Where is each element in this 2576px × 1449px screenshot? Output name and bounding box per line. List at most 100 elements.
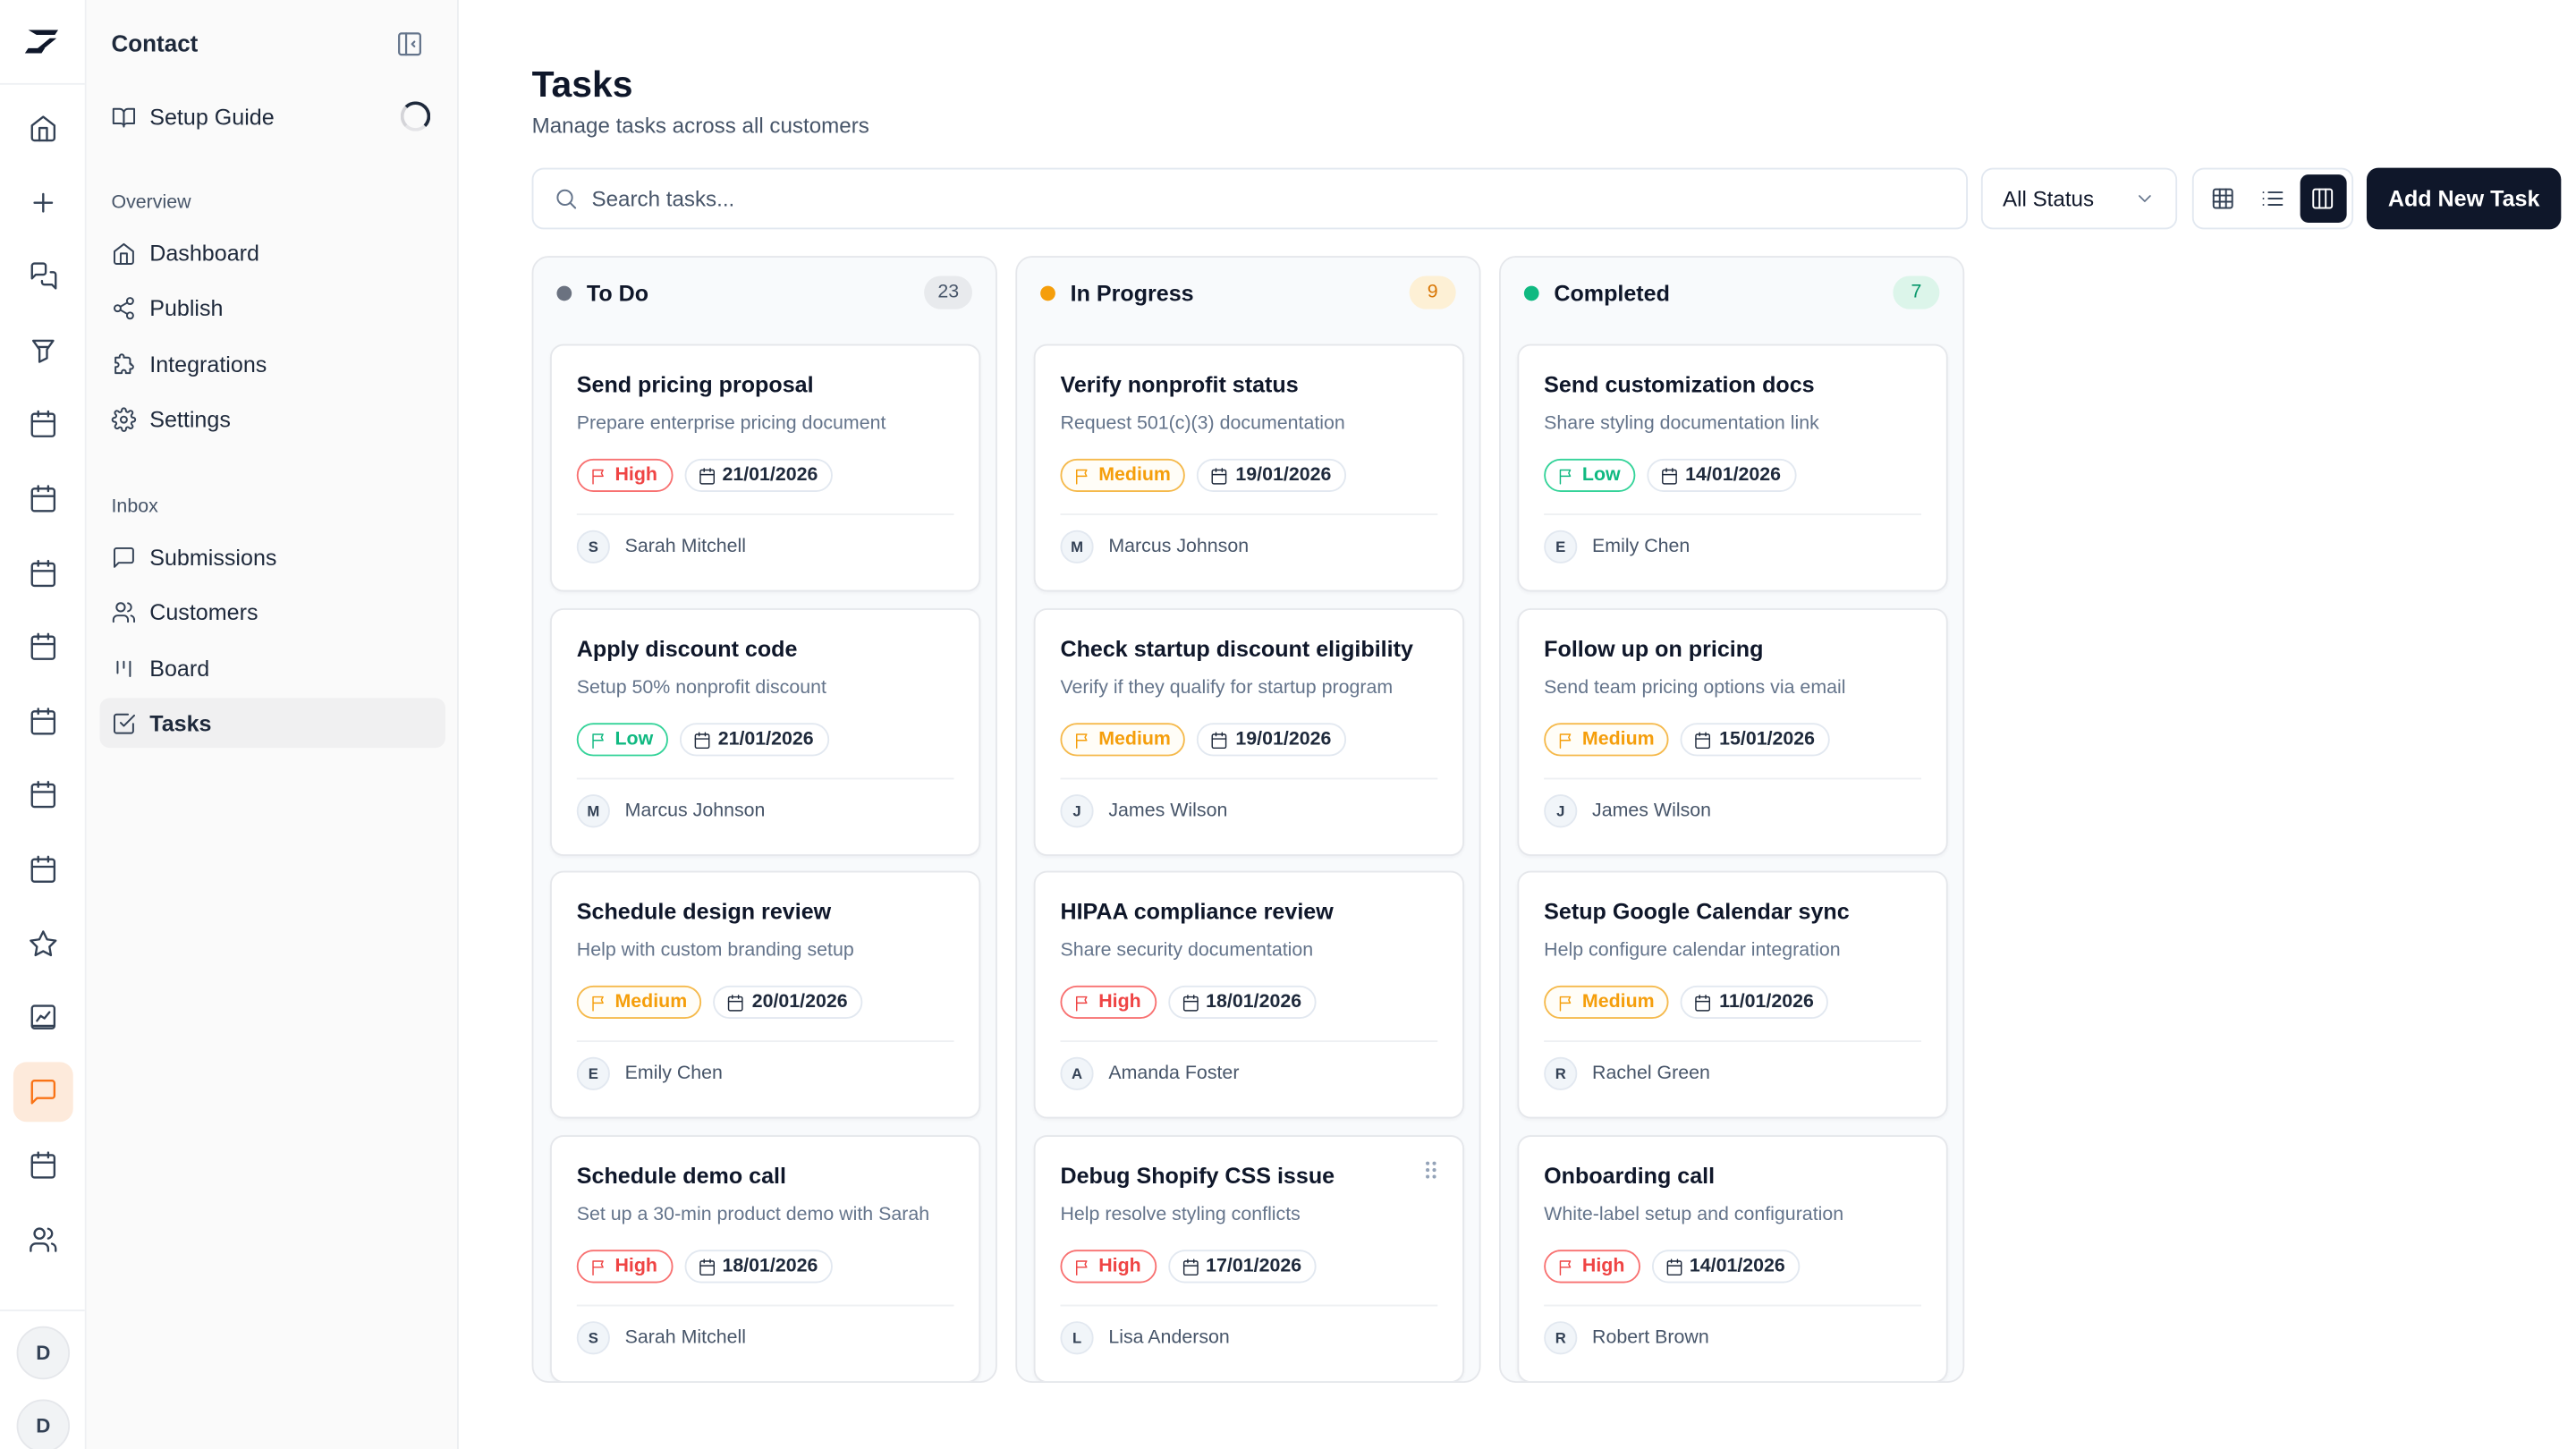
search-input[interactable] (591, 186, 1967, 211)
drag-handle-icon[interactable] (1423, 1160, 1440, 1180)
add-new-task-button[interactable]: Add New Task (2366, 167, 2562, 230)
page-subtitle: Manage tasks across all customers (531, 113, 869, 139)
task-description: Help configure calendar integration (1544, 940, 1841, 961)
rail-button-calendar[interactable] (13, 543, 73, 603)
card-divider (576, 1040, 954, 1043)
task-card[interactable]: Check startup discount eligibility Verify… (1033, 608, 1464, 856)
rail-divider (0, 1309, 85, 1312)
priority-badge: Low (1544, 458, 1636, 492)
calendar-icon (699, 467, 715, 484)
sidebar-item-tasks[interactable]: Tasks (99, 698, 445, 749)
task-title: Onboarding call (1544, 1163, 1716, 1189)
sidebar-item-customers[interactable]: Customers (99, 587, 445, 637)
users-icon (112, 601, 136, 623)
rail-button-calendar[interactable] (13, 839, 73, 899)
brand-logo-icon[interactable] (23, 23, 64, 60)
messages-icon (30, 262, 57, 290)
user-avatar[interactable]: D (16, 1326, 71, 1380)
assignee-avatar: R (1544, 1321, 1578, 1355)
task-card[interactable]: Send customization docs Share styling doc… (1517, 343, 1948, 592)
rail-button-calendar[interactable] (13, 617, 73, 677)
column-header: In Progress 9 (1017, 258, 1479, 327)
due-date-badge: 21/01/2026 (683, 458, 834, 492)
task-card[interactable]: Schedule demo call Set up a 30-min produc… (550, 1135, 981, 1382)
task-card[interactable]: Debug Shopify CSS issue Help resolve styl… (1033, 1135, 1464, 1382)
task-title: HIPAA compliance review (1060, 899, 1334, 925)
sidebar-item-dashboard[interactable]: Dashboard (99, 228, 445, 278)
priority-label: High (1581, 1256, 1625, 1277)
task-title: Debug Shopify CSS issue (1060, 1163, 1335, 1189)
task-assignee: J James Wilson (1060, 794, 1227, 828)
sidebar-item-setup-guide[interactable]: Setup Guide (99, 91, 445, 141)
task-card[interactable]: Apply discount code Setup 50% nonprofit d… (550, 608, 981, 856)
calendar-icon (1182, 994, 1198, 1011)
task-tags: High 14/01/2026 (1544, 1250, 1801, 1284)
rail-button-calendar[interactable] (13, 394, 73, 454)
collapse-sidebar-icon[interactable] (395, 30, 424, 58)
rail-button-chart[interactable] (13, 987, 73, 1047)
column-count-badge: 23 (924, 275, 972, 309)
task-description: Share security documentation (1060, 940, 1314, 961)
task-assignee: R Robert Brown (1544, 1321, 1709, 1355)
home-icon (30, 115, 56, 142)
assignee-name: Sarah Mitchell (624, 1327, 747, 1348)
list-view-button[interactable] (2250, 174, 2297, 223)
calendar-icon (1212, 731, 1228, 749)
calendar-icon (1662, 467, 1677, 484)
card-divider (1544, 777, 1921, 780)
rail-button-messages[interactable] (13, 246, 73, 306)
rail-button-calendar[interactable] (13, 765, 73, 825)
columns-icon (2312, 188, 2334, 209)
due-date-badge: 19/01/2026 (1197, 458, 1347, 492)
rail-button-funnel[interactable] (13, 320, 73, 380)
share-icon (113, 296, 134, 319)
due-date-badge: 18/01/2026 (683, 1250, 834, 1284)
section-label-inbox: Inbox (111, 496, 158, 517)
rail-button-star[interactable] (13, 913, 73, 973)
task-card[interactable]: Verify nonprofit status Request 501(c)(3)… (1033, 343, 1464, 592)
calendar-icon (1665, 1258, 1682, 1275)
calendar-icon (30, 559, 56, 587)
status-filter-value: All Status (2003, 186, 2095, 211)
sidebar-item-publish[interactable]: Publish (99, 283, 445, 333)
task-card[interactable]: Follow up on pricing Send team pricing op… (1517, 608, 1948, 856)
sidebar-item-settings[interactable]: Settings (99, 394, 445, 444)
task-card[interactable]: Setup Google Calendar sync Help configure… (1517, 870, 1948, 1119)
task-card[interactable]: Send pricing proposal Prepare enterprise … (550, 343, 981, 592)
rail-button-home[interactable] (13, 98, 73, 158)
task-title: Verify nonprofit status (1060, 372, 1299, 398)
sidebar-item-submissions[interactable]: Submissions (99, 532, 445, 582)
rail-button-plus[interactable] (13, 172, 73, 232)
sidebar-item-integrations[interactable]: Integrations (99, 339, 445, 389)
workspace-avatar[interactable]: D (16, 1399, 71, 1449)
rail-button-users[interactable] (13, 1210, 73, 1270)
rail-button-calendar[interactable] (13, 469, 73, 529)
flag-icon (1559, 468, 1572, 484)
rail-button-chat-bubble[interactable] (13, 1061, 73, 1122)
task-tags: Low 14/01/2026 (1544, 458, 1796, 492)
rail-button-calendar[interactable] (13, 691, 73, 751)
task-card[interactable]: Schedule design review Help with custom b… (550, 870, 981, 1119)
status-filter-select[interactable]: All Status (1980, 167, 2178, 230)
grid-view-button[interactable] (2199, 174, 2246, 223)
task-card[interactable]: Onboarding call White-label setup and con… (1517, 1135, 1948, 1382)
task-description: Setup 50% nonprofit discount (576, 678, 826, 699)
task-title: Send pricing proposal (576, 372, 814, 398)
priority-badge: Medium (1060, 458, 1186, 492)
star-icon (30, 929, 57, 956)
assignee-name: Emily Chen (1592, 537, 1690, 557)
column-header: Completed 7 (1501, 258, 1963, 327)
calendar-icon (30, 1152, 56, 1180)
task-assignee: M Marcus Johnson (1060, 530, 1249, 564)
column-title: Completed (1554, 280, 1670, 305)
due-date-badge: 11/01/2026 (1681, 985, 1829, 1020)
rail-button-calendar[interactable] (13, 1136, 73, 1196)
calendar-icon (1182, 1258, 1198, 1275)
search-box[interactable] (531, 167, 1968, 230)
priority-badge: Medium (576, 985, 702, 1020)
task-card[interactable]: HIPAA compliance review Share security do… (1033, 870, 1464, 1119)
card-divider (1060, 1040, 1438, 1043)
sidebar-item-board[interactable]: Board (99, 643, 445, 693)
board-view-button[interactable] (2299, 174, 2347, 223)
view-toggle (2191, 167, 2354, 230)
